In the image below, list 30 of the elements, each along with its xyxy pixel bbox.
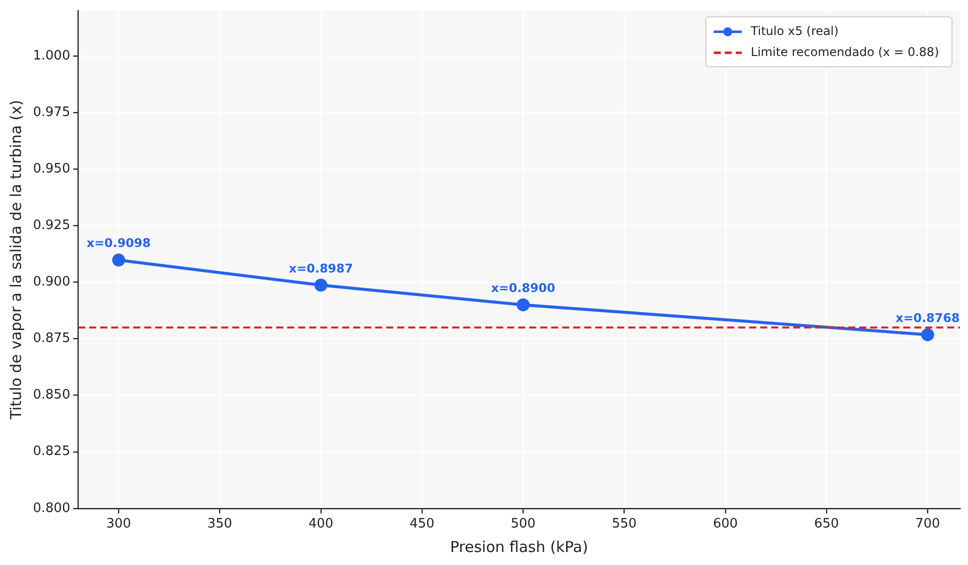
point <box>314 278 328 292</box>
y-tick-label: 0.975 <box>33 104 70 120</box>
x-tick-label: 550 <box>612 516 637 532</box>
data-label: x=0.9098 <box>86 236 151 250</box>
x-axis-title: Presion flash (kPa) <box>450 538 588 556</box>
data-label: x=0.8900 <box>491 280 556 295</box>
y-tick-label: 0.925 <box>33 218 70 234</box>
legend-label: Titulo x5 (real) <box>750 24 839 38</box>
y-tick-label: 0.825 <box>33 444 70 460</box>
x-tick-label: 350 <box>207 516 232 532</box>
x-tick-label: 600 <box>712 516 738 532</box>
x-tick-label: 450 <box>410 516 434 532</box>
x-tick-label: 400 <box>308 516 334 532</box>
point <box>516 298 530 312</box>
x-tick-label: 650 <box>814 516 839 532</box>
x-tick-label: 500 <box>510 516 536 532</box>
x-tick-label: 700 <box>915 516 940 532</box>
y-tick-label: 1.000 <box>33 48 70 64</box>
y-tick-label: 0.875 <box>33 331 70 346</box>
y-tick-label: 0.900 <box>33 274 70 290</box>
x-tick-label: 300 <box>106 516 132 532</box>
point <box>112 254 126 267</box>
legend-label: Limite recomendado (x = 0.88) <box>750 44 940 59</box>
y-tick-label: 0.850 <box>33 388 70 403</box>
y-axis-title: Titulo de vapor a la salida de la turbina (x) <box>6 100 25 420</box>
y-tick-label: 0.800 <box>33 500 70 516</box>
data-label: x=0.8768 <box>896 310 960 325</box>
y-tick-label: 0.950 <box>33 162 70 176</box>
point <box>921 328 934 342</box>
data-label: x=0.8987 <box>288 261 353 276</box>
